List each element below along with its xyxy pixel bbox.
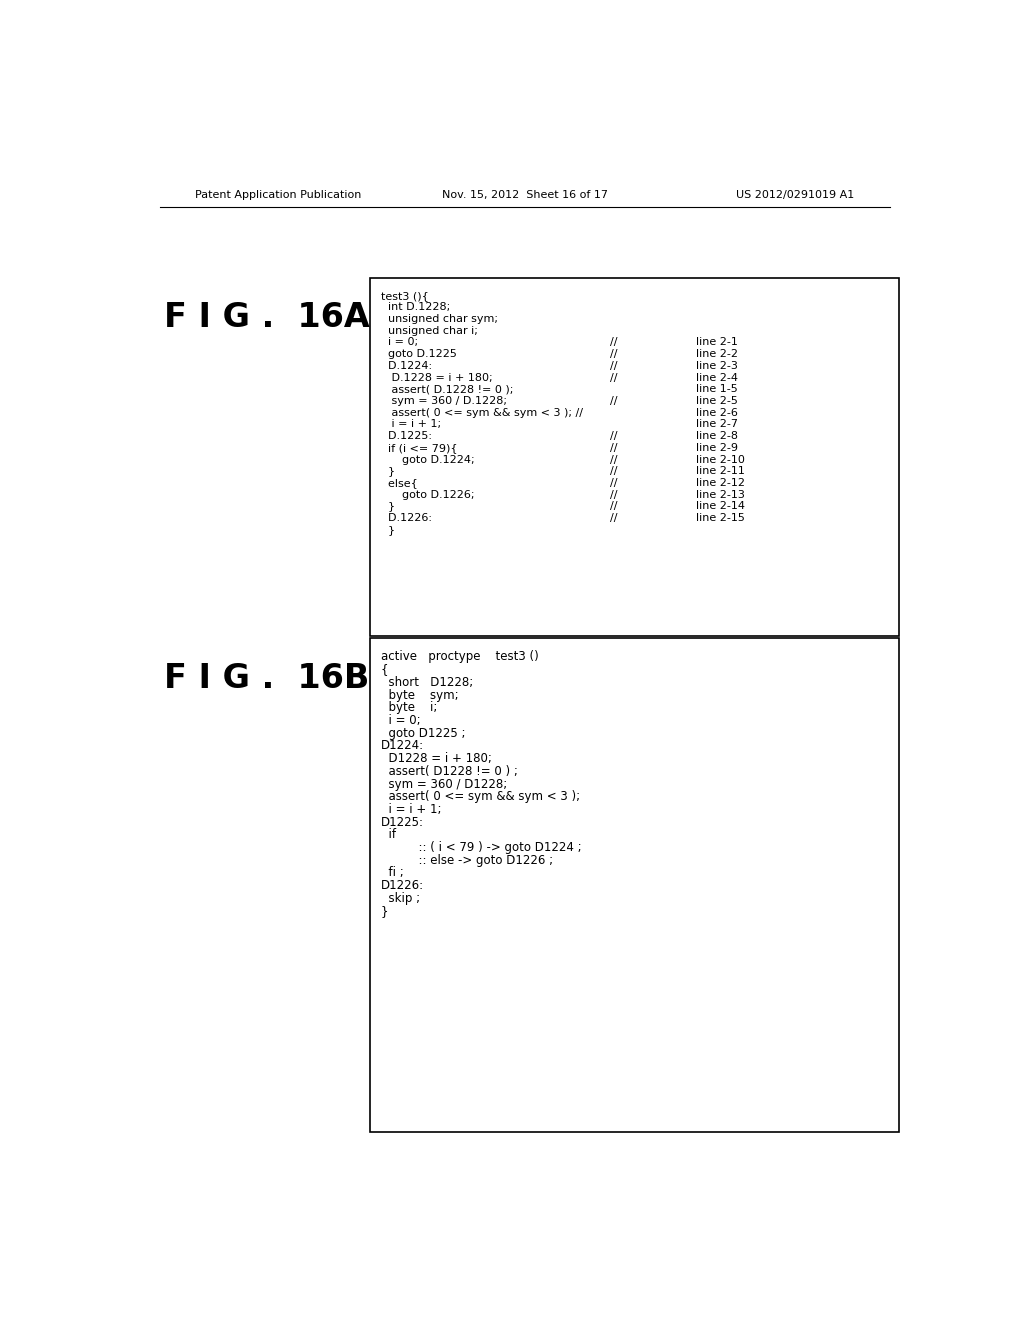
Text: //: // [610, 360, 617, 371]
Text: assert( D1228 != 0 ) ;: assert( D1228 != 0 ) ; [381, 764, 518, 777]
Text: byte    sym;: byte sym; [381, 689, 459, 701]
Text: //: // [610, 338, 617, 347]
Text: goto D.1226;: goto D.1226; [381, 490, 474, 500]
Text: //: // [610, 466, 617, 477]
Text: //: // [610, 502, 617, 511]
Text: }: } [381, 502, 395, 511]
Text: sym = 360 / D1228;: sym = 360 / D1228; [381, 777, 507, 791]
Text: skip ;: skip ; [381, 892, 420, 904]
Text: D.1228 = i + 180;: D.1228 = i + 180; [381, 372, 493, 383]
Text: D.1225:: D.1225: [381, 432, 432, 441]
Text: i = i + 1;: i = i + 1; [381, 803, 441, 816]
Text: Patent Application Publication: Patent Application Publication [196, 190, 361, 201]
Text: D1228 = i + 180;: D1228 = i + 180; [381, 752, 492, 766]
Text: line 2-10: line 2-10 [695, 454, 744, 465]
Text: assert( D.1228 != 0 );: assert( D.1228 != 0 ); [381, 384, 513, 395]
Text: line 2-13: line 2-13 [695, 490, 744, 500]
Text: :: ( i < 79 ) -> goto D1224 ;: :: ( i < 79 ) -> goto D1224 ; [381, 841, 582, 854]
Text: byte    i;: byte i; [381, 701, 437, 714]
Bar [370, 638, 899, 1133]
Text: unsigned char sym;: unsigned char sym; [381, 314, 498, 325]
Text: test3 (){: test3 (){ [381, 290, 429, 301]
Text: line 2-12: line 2-12 [695, 478, 744, 488]
Text: i = i + 1;: i = i + 1; [381, 420, 441, 429]
Text: //: // [610, 442, 617, 453]
Text: :: else -> goto D1226 ;: :: else -> goto D1226 ; [381, 854, 553, 867]
Text: assert( 0 <= sym && sym < 3 );: assert( 0 <= sym && sym < 3 ); [381, 791, 580, 803]
Text: //: // [610, 513, 617, 523]
Text: goto D.1225: goto D.1225 [381, 350, 457, 359]
Text: {: { [381, 663, 388, 676]
Text: }: } [381, 466, 395, 477]
Text: line 2-9: line 2-9 [695, 442, 737, 453]
Text: else{: else{ [381, 478, 418, 488]
Text: //: // [610, 350, 617, 359]
Text: line 2-15: line 2-15 [695, 513, 744, 523]
Text: Nov. 15, 2012  Sheet 16 of 17: Nov. 15, 2012 Sheet 16 of 17 [441, 190, 608, 201]
Text: line 2-14: line 2-14 [695, 502, 744, 511]
Text: US 2012/0291019 A1: US 2012/0291019 A1 [736, 190, 854, 201]
Text: D1226:: D1226: [381, 879, 424, 892]
Text: fi ;: fi ; [381, 866, 403, 879]
Text: }: } [381, 525, 395, 535]
Text: D1224:: D1224: [381, 739, 424, 752]
Text: line 2-2: line 2-2 [695, 350, 737, 359]
Text: line 2-1: line 2-1 [695, 338, 737, 347]
Text: //: // [610, 478, 617, 488]
Text: line 2-5: line 2-5 [695, 396, 737, 407]
Text: }: } [381, 904, 388, 917]
Text: line 1-5: line 1-5 [695, 384, 737, 395]
Text: //: // [610, 396, 617, 407]
Text: F I G .  16B: F I G . 16B [164, 663, 370, 696]
Text: line 2-4: line 2-4 [695, 372, 737, 383]
Text: line 2-6: line 2-6 [695, 408, 737, 417]
Text: line 2-8: line 2-8 [695, 432, 737, 441]
Text: unsigned char i;: unsigned char i; [381, 326, 478, 335]
Text: D.1224:: D.1224: [381, 360, 432, 371]
Text: //: // [610, 454, 617, 465]
Text: if (i <= 79){: if (i <= 79){ [381, 442, 458, 453]
Text: goto D.1224;: goto D.1224; [381, 454, 474, 465]
Text: active   proctype    test3 (): active proctype test3 () [381, 651, 539, 664]
Text: short   D1228;: short D1228; [381, 676, 473, 689]
Text: if: if [381, 829, 396, 841]
Text: D1225:: D1225: [381, 816, 424, 829]
Text: //: // [610, 432, 617, 441]
Text: int D.1228;: int D.1228; [381, 302, 451, 313]
Text: line 2-3: line 2-3 [695, 360, 737, 371]
Text: F I G .  16A: F I G . 16A [164, 301, 370, 334]
Text: i = 0;: i = 0; [381, 714, 421, 727]
Text: assert( 0 <= sym && sym < 3 ); //: assert( 0 <= sym && sym < 3 ); // [381, 408, 583, 417]
Text: D.1226:: D.1226: [381, 513, 432, 523]
Text: line 2-7: line 2-7 [695, 420, 737, 429]
Text: goto D1225 ;: goto D1225 ; [381, 727, 465, 739]
Text: //: // [610, 372, 617, 383]
Bar [370, 279, 899, 636]
Text: sym = 360 / D.1228;: sym = 360 / D.1228; [381, 396, 507, 407]
Text: i = 0;: i = 0; [381, 338, 418, 347]
Text: line 2-11: line 2-11 [695, 466, 744, 477]
Text: //: // [610, 490, 617, 500]
